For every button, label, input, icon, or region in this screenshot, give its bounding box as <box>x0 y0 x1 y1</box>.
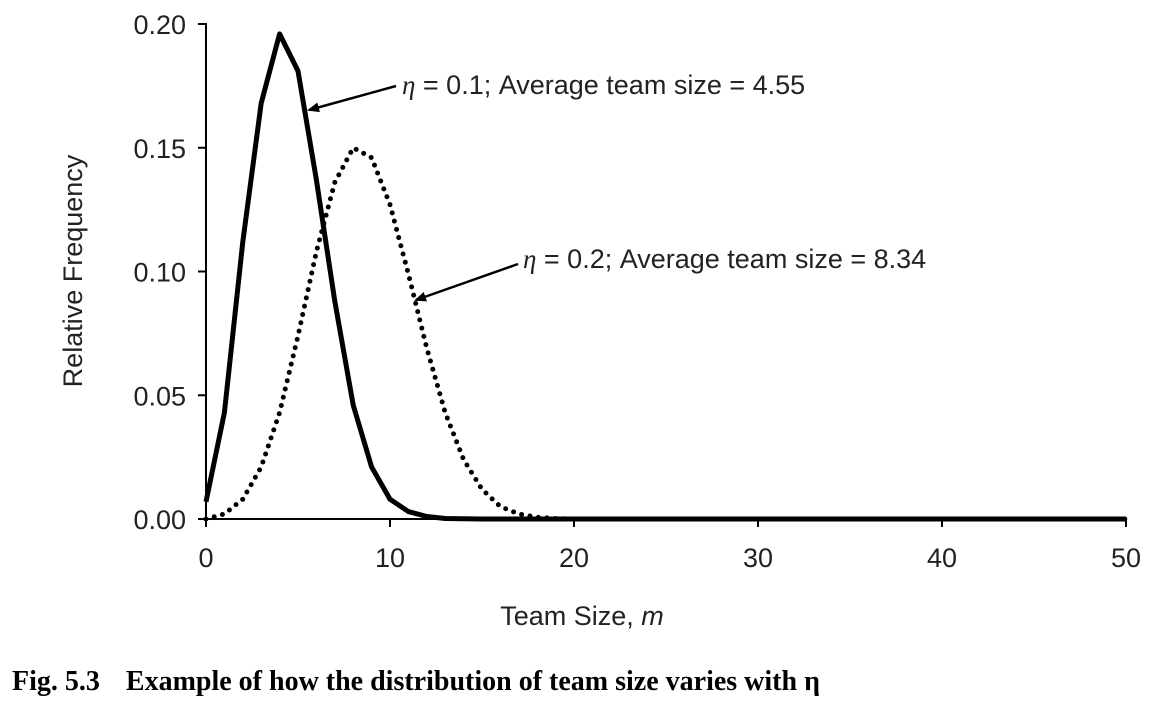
figure-caption: Fig. 5.3 Example of how the distribution … <box>12 666 820 698</box>
x-tick-label: 40 <box>927 543 957 573</box>
y-axis-title: Relative Frequency <box>58 154 88 387</box>
svg-text:η = 0.1; Average team size = 4: η = 0.1; Average team size = 4.55 <box>402 70 805 100</box>
x-tick-label: 10 <box>375 543 405 573</box>
annotation-arrow <box>307 84 397 113</box>
annotation-arrow <box>414 262 519 302</box>
annotation-eta-symbol: η <box>402 70 415 100</box>
x-tick-label: 20 <box>559 543 589 573</box>
annotation-text: = 0.1; Average team size = 4.55 <box>415 70 805 100</box>
annotation-eta-0-1: η = 0.1; Average team size = 4.55 <box>307 70 805 113</box>
figure-number: Fig. 5.3 <box>12 666 100 697</box>
annotation-eta-symbol: η <box>523 244 536 274</box>
series-line-eta-0-1 <box>203 31 1126 522</box>
annotation-text: = 0.2; Average team size = 8.34 <box>536 244 926 274</box>
x-tick-label: 50 <box>1111 543 1141 573</box>
y-tick-label: 0.20 <box>133 10 186 40</box>
chart: 0.00 0.05 0.10 0.15 0.20 0 10 20 30 40 50 Team Siz… <box>58 10 1141 631</box>
x-tick-label: 0 <box>198 543 213 573</box>
series-line-eta-0-2 <box>203 145 1129 522</box>
svg-text:η = 0.2; Average team size = 8: η = 0.2; Average team size = 8.34 <box>523 244 926 274</box>
y-tick-label: 0.05 <box>133 381 186 411</box>
y-tick-label: 0.10 <box>133 258 186 288</box>
x-axis-title: Team Size, m <box>500 601 664 631</box>
annotation-eta-0-2: η = 0.2; Average team size = 8.34 <box>414 244 926 302</box>
y-tick-label: 0.00 <box>133 505 186 535</box>
y-tick-label: 0.15 <box>133 134 186 164</box>
x-tick-label: 30 <box>743 543 773 573</box>
caption-text: Example of how the distribution of team … <box>125 666 820 697</box>
labels-layer: 0.00 0.05 0.10 0.15 0.20 0 10 20 30 40 50 <box>133 10 1141 573</box>
series-layer <box>203 31 1129 522</box>
